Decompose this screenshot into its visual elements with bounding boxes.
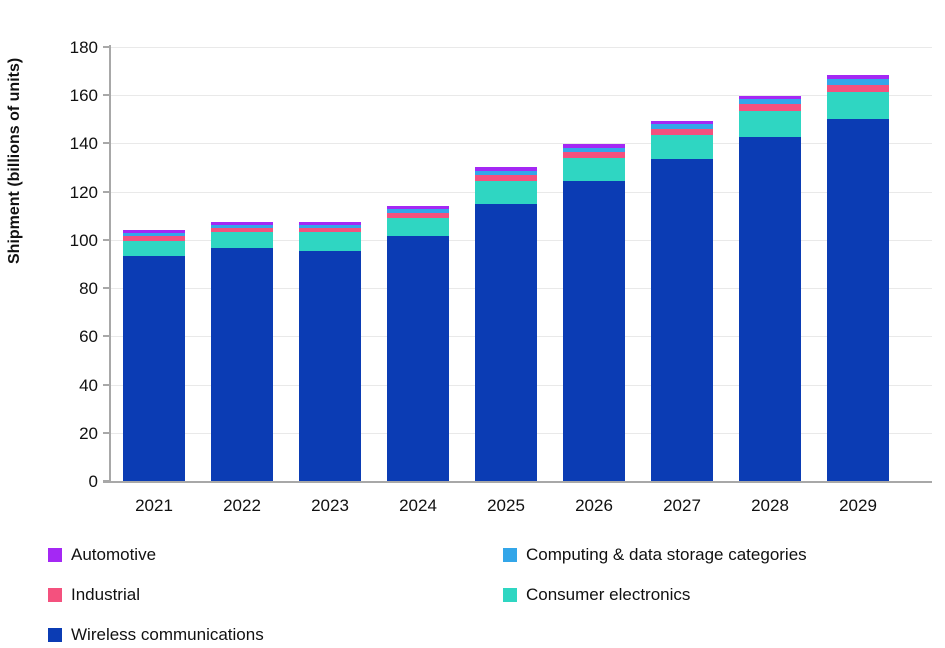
y-tick-label-120: 120 [69,182,98,202]
gridline-160 [110,95,932,97]
y-tick-label-20: 20 [79,423,98,443]
segment-industrial-2029 [827,84,889,92]
segment-industrial-2027 [651,129,713,136]
x-label-2026: 2026 [575,496,613,515]
y-tick-label-60: 60 [79,327,98,347]
segment-computing-data-storage-categories-2025 [475,170,537,176]
segment-wireless-communications-2024 [387,236,449,481]
segment-automotive-2021 [123,229,185,234]
x-label-2021: 2021 [135,496,173,515]
segment-consumer-electronics-2024 [387,218,449,237]
legend-swatch-consumer-electronics [503,587,517,602]
legend-item-consumer-electronics: Consumer electronics [503,586,690,603]
segment-industrial-2022 [211,228,273,233]
segment-automotive-2028 [739,95,801,100]
segment-computing-data-storage-categories-2027 [651,124,713,130]
y-tick-label-40: 40 [79,375,98,395]
segment-consumer-electronics-2028 [739,110,801,138]
segment-automotive-2026 [563,144,625,149]
y-tick-mark-20 [103,431,111,434]
legend-label-industrial: Industrial [71,585,140,604]
segment-wireless-communications-2028 [739,137,801,481]
y-tick-mark-120 [103,190,111,193]
x-label-2022: 2022 [223,496,261,515]
segment-computing-data-storage-categories-2023 [299,224,361,229]
segment-consumer-electronics-2023 [299,232,361,251]
segment-industrial-2026 [563,152,625,159]
segment-automotive-2027 [651,120,713,125]
y-axis-line [109,45,111,483]
y-tick-mark-40 [103,383,111,386]
segment-computing-data-storage-categories-2028 [739,99,801,105]
segment-automotive-2024 [387,205,449,210]
legend-item-automotive: Automotive [48,546,156,563]
segment-wireless-communications-2023 [299,250,361,481]
segment-consumer-electronics-2029 [827,91,889,120]
y-tick-mark-100 [103,238,111,241]
y-tick-label-160: 160 [69,86,98,106]
y-tick-mark-140 [103,142,111,145]
legend-label-computing-data-storage-categories: Computing & data storage categories [526,545,807,564]
legend-item-industrial: Industrial [48,586,140,603]
legend-label-consumer-electronics: Consumer electronics [526,585,691,604]
segment-automotive-2023 [299,221,361,225]
segment-wireless-communications-2029 [827,119,889,481]
x-label-2024: 2024 [399,496,437,515]
segment-consumer-electronics-2021 [123,240,185,256]
y-tick-mark-180 [103,46,111,48]
legend-swatch-industrial [48,587,62,602]
segment-computing-data-storage-categories-2021 [123,233,185,237]
legend-swatch-wireless-communications [48,627,62,642]
x-axis-line [103,481,932,483]
legend-item-computing-data-storage-categories: Computing & data storage categories [503,546,807,563]
x-label-2029: 2029 [839,496,877,515]
gridline-180 [110,47,932,48]
segment-consumer-electronics-2025 [475,180,537,204]
legend-swatch-automotive [48,547,62,562]
segment-industrial-2024 [387,212,449,219]
gridline-140 [110,143,932,145]
segment-automotive-2022 [211,221,273,225]
y-tick-label-140: 140 [69,134,98,154]
segment-wireless-communications-2027 [651,159,713,481]
segment-industrial-2025 [475,175,537,181]
y-tick-label-80: 80 [79,279,98,299]
segment-computing-data-storage-categories-2022 [211,224,273,229]
y-tick-label-180: 180 [69,38,98,57]
x-label-2025: 2025 [487,496,525,515]
y-tick-mark-80 [103,287,111,290]
segment-industrial-2028 [739,104,801,111]
segment-automotive-2025 [475,167,537,171]
segment-industrial-2023 [299,228,361,233]
segment-computing-data-storage-categories-2024 [387,209,449,213]
segment-consumer-electronics-2026 [563,158,625,181]
segment-wireless-communications-2022 [211,248,273,481]
y-tick-label-100: 100 [69,230,98,250]
segment-consumer-electronics-2022 [211,232,273,249]
segment-wireless-communications-2021 [123,255,185,481]
segment-consumer-electronics-2027 [651,135,713,160]
y-tick-label-0: 0 [88,472,98,491]
legend-label-wireless-communications: Wireless communications [71,625,264,644]
segment-automotive-2029 [827,75,889,80]
x-label-2027: 2027 [663,496,701,515]
legend-label-automotive: Automotive [71,545,157,564]
segment-wireless-communications-2026 [563,180,625,481]
y-tick-mark-60 [103,335,111,338]
segment-computing-data-storage-categories-2026 [563,148,625,153]
x-label-2028: 2028 [751,496,789,515]
x-label-2023: 2023 [311,496,349,515]
segment-wireless-communications-2025 [475,203,537,481]
legend-swatch-computing-data-storage-categories [503,547,517,562]
y-tick-mark-160 [103,94,111,97]
segment-industrial-2021 [123,236,185,241]
segment-computing-data-storage-categories-2029 [827,79,889,85]
legend-item-wireless-communications: Wireless communications [48,626,264,643]
